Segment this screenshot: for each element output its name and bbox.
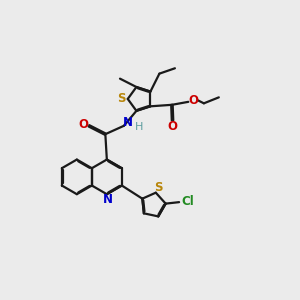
Text: N: N (123, 116, 133, 129)
Text: O: O (167, 120, 178, 134)
Text: Cl: Cl (181, 195, 194, 208)
Text: O: O (189, 94, 199, 107)
Text: O: O (78, 118, 88, 131)
Text: N: N (102, 193, 112, 206)
Text: H: H (135, 122, 144, 132)
Text: S: S (117, 92, 125, 105)
Text: S: S (154, 181, 163, 194)
